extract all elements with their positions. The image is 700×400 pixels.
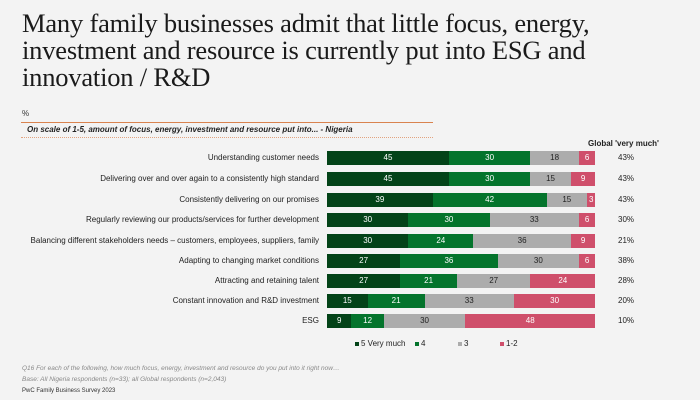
legend-label: 4	[421, 339, 426, 348]
bar-segment-s12: 6	[579, 254, 596, 268]
bar-segment-s3: 18	[530, 151, 580, 165]
bar-row: 15 21 33 30	[327, 294, 598, 308]
legend-swatch	[458, 341, 462, 346]
bar-segment-s4: 42	[432, 193, 547, 207]
legend-swatch	[415, 341, 419, 346]
global-very-much-value: 43%	[618, 195, 635, 204]
bar-segment-s12: 9	[570, 234, 596, 248]
bar-segment-s5: 39	[327, 193, 433, 207]
bar-segment-s3: 33	[489, 213, 580, 227]
bar-segment-s12: 6	[579, 151, 596, 165]
page-title: Many family businesses admit that little…	[22, 8, 590, 92]
category-label: Regularly reviewing our products/service…	[86, 215, 319, 224]
bar-row: 27 21 27 24	[327, 274, 598, 288]
bar-row: 45 30 15 9	[327, 172, 598, 186]
category-label: Adapting to changing market conditions	[178, 256, 319, 265]
global-very-much-value: 43%	[618, 174, 635, 183]
bar-segment-s5: 30	[327, 234, 409, 248]
global-very-much-value: 21%	[618, 236, 635, 245]
bar-segment-s5: 27	[327, 274, 401, 288]
subtitle-rule-bottom	[21, 137, 433, 138]
category-label: Balancing different stakeholders needs –…	[30, 236, 319, 245]
bar-segment-s3: 27	[457, 274, 531, 288]
category-label: Understanding customer needs	[207, 153, 319, 162]
global-very-much-value: 20%	[618, 296, 635, 305]
bar-segment-s4: 21	[400, 274, 458, 288]
bar-segment-s4: 30	[448, 151, 531, 165]
bar-segment-s12: 3	[587, 193, 596, 207]
bar-segment-s3: 36	[473, 234, 571, 248]
bar-segment-s3: 33	[424, 294, 514, 308]
bar-segment-s5: 45	[327, 172, 449, 186]
bar-segment-s4: 24	[408, 234, 474, 248]
bar-row: 30 24 36 9	[327, 234, 598, 248]
global-very-much-value: 38%	[618, 256, 635, 265]
bar-segment-s5: 45	[327, 151, 449, 165]
footnote-question: Q16 For each of the following, how much …	[22, 365, 340, 372]
bar-segment-s3: 15	[546, 193, 588, 207]
global-very-much-value: 10%	[618, 316, 635, 325]
bar-row: 39 42 15 3	[327, 193, 598, 207]
bar-row: 30 30 33 6	[327, 213, 598, 227]
legend-item-s4: 4	[415, 339, 425, 348]
legend-swatch	[500, 341, 504, 346]
bar-segment-s4: 36	[400, 254, 498, 268]
bar-segment-s4: 30	[448, 172, 531, 186]
bar-segment-s5: 15	[327, 294, 368, 308]
subtitle-rule-top	[21, 122, 433, 123]
bar-segment-s5: 9	[327, 314, 352, 328]
category-label: Constant innovation and R&D investment	[172, 296, 319, 305]
bar-row: 45 30 18 6	[327, 151, 598, 165]
unit-label: %	[22, 109, 30, 118]
legend-item-s12: 1-2	[500, 339, 518, 348]
bar-segment-s4: 21	[367, 294, 425, 308]
bar-row: 9 12 30 48	[327, 314, 598, 328]
category-label: ESG	[302, 316, 319, 325]
global-very-much-value: 43%	[618, 153, 635, 162]
footnote-base: Base: All Nigeria respondents (n=33); al…	[22, 376, 227, 383]
legend-label: 5 Very much	[361, 339, 406, 348]
global-very-much-value: 28%	[618, 276, 635, 285]
bar-row: 27 36 30 6	[327, 254, 598, 268]
bar-segment-s12: 9	[570, 172, 596, 186]
category-label: Attracting and retaining talent	[214, 276, 319, 285]
bar-segment-s3: 30	[383, 314, 466, 328]
legend-label: 3	[464, 339, 469, 348]
global-column-header: Global 'very much'	[588, 139, 659, 148]
bar-segment-s12: 6	[579, 213, 596, 227]
global-very-much-value: 30%	[618, 215, 635, 224]
category-label: Consistently delivering on our promises	[179, 195, 319, 204]
bar-segment-s12: 30	[513, 294, 596, 308]
legend-item-s5: 5 Very much	[355, 339, 405, 348]
bar-segment-s4: 12	[351, 314, 384, 328]
bar-segment-s12: 24	[530, 274, 596, 288]
bar-segment-s12: 48	[465, 314, 596, 328]
bar-segment-s3: 30	[497, 254, 580, 268]
legend-swatch	[355, 341, 359, 346]
bar-segment-s4: 30	[408, 213, 490, 227]
legend-label: 1-2	[506, 339, 518, 348]
legend-item-s3: 3	[458, 339, 468, 348]
bar-segment-s5: 30	[327, 213, 409, 227]
bar-segment-s5: 27	[327, 254, 401, 268]
source-note: PwC Family Business Survey 2023	[22, 388, 116, 394]
bar-segment-s3: 15	[530, 172, 571, 186]
chart-subtitle: On scale of 1-5, amount of focus, energy…	[27, 125, 353, 134]
category-label: Delivering over and over again to a cons…	[100, 174, 319, 183]
